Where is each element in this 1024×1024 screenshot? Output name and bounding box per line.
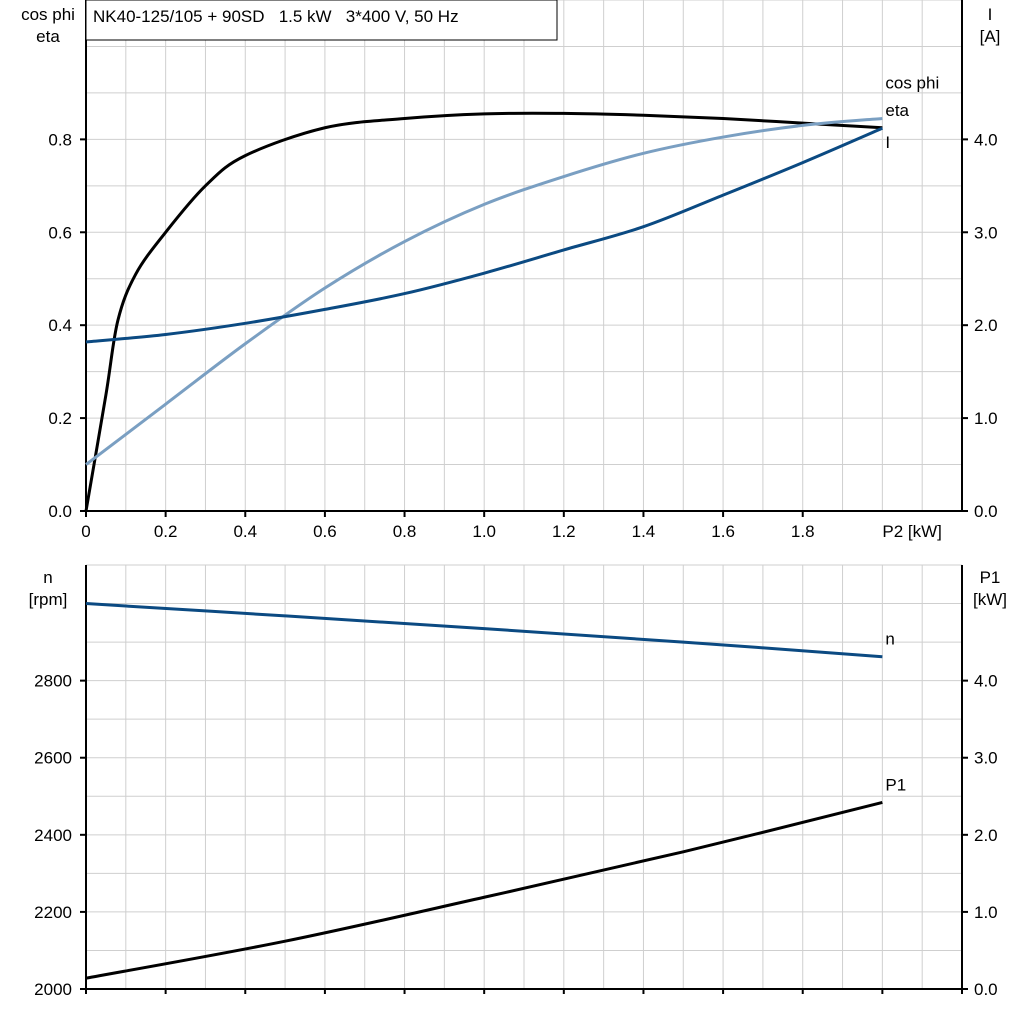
y-tick-label-right: 0.0 <box>974 502 998 521</box>
y-tick-label-left: 0.6 <box>48 223 72 242</box>
series-line-cos-phi <box>85 116 883 466</box>
x-tick-label: 0 <box>81 522 90 541</box>
series-label-i: I <box>885 133 890 152</box>
x-tick-label: 1.8 <box>791 522 815 541</box>
y-tick-label-right: 4.0 <box>974 672 998 691</box>
x-tick-label: 0.8 <box>393 522 417 541</box>
x-tick-label: 0.6 <box>313 522 337 541</box>
y-tick-label-right: 3.0 <box>974 749 998 768</box>
bottom-chart: 2000 2200 2400 2600 2800 0.0 1.0 2.0 3.0 4.0 n [rpm… <box>29 564 1007 999</box>
y-tick-label-left: 0.4 <box>48 316 72 335</box>
x-tick-label: 0.4 <box>233 522 257 541</box>
title-box <box>85 0 558 41</box>
y-tick-label-left: 2800 <box>34 672 72 691</box>
y-tick-label-right: 1.0 <box>974 903 998 922</box>
y-tick-label-right: 1.0 <box>974 409 998 428</box>
y-axis-label-left: cos phi <box>21 5 75 24</box>
y-axis-label-right: [kW] <box>973 590 1007 609</box>
series-label-eta: eta <box>885 101 909 120</box>
y-tick-label-left: 0.0 <box>48 502 72 521</box>
y-axis-label-right: I <box>988 5 993 24</box>
y-tick-label-right: 2.0 <box>974 316 998 335</box>
y-tick-label-right: 2.0 <box>974 826 998 845</box>
y-tick-label-right: 4.0 <box>974 130 998 149</box>
chart-title: NK40-125/105 + 90SD 1.5 kW 3*400 V, 50 H… <box>93 7 459 26</box>
x-tick-label: 1.2 <box>552 522 576 541</box>
x-tick-label: 1.4 <box>632 522 656 541</box>
series-label-cos-phi: cos phi <box>885 73 939 92</box>
y-axis-label-right: P1 <box>980 568 1001 587</box>
series-line-i <box>85 126 883 344</box>
series-line-eta <box>84 111 883 512</box>
x-tick-label: 0.2 <box>154 522 178 541</box>
x-tick-label: 1.0 <box>472 522 496 541</box>
y-tick-label-left: 0.2 <box>48 409 72 428</box>
y-axis-label-right: [A] <box>980 27 1001 46</box>
y-tick-label-left: 2200 <box>34 903 72 922</box>
y-tick-label-left: 2600 <box>34 749 72 768</box>
series-label-p1: P1 <box>885 775 906 794</box>
x-tick-label: 1.6 <box>711 522 735 541</box>
series-line-p1 <box>85 800 883 980</box>
y-axis-label-left: eta <box>36 27 60 46</box>
series-label-n: n <box>885 630 894 649</box>
y-tick-label-left: 2400 <box>34 826 72 845</box>
y-axis-label-left: n <box>43 568 52 587</box>
x-axis-label: P2 [kW] <box>882 522 942 541</box>
series-line-n <box>85 602 883 659</box>
y-tick-label-right: 0.0 <box>974 980 998 999</box>
y-axis-label-left: [rpm] <box>29 590 68 609</box>
y-tick-label-left: 2000 <box>34 980 72 999</box>
top-chart: 0.0 0.2 0.4 0.6 0.8 0.0 1.0 2.0 3.0 4.0 0 0.2 0.4 0.6… <box>21 0 1000 541</box>
y-tick-label-right: 3.0 <box>974 223 998 242</box>
y-tick-label-left: 0.8 <box>48 130 72 149</box>
